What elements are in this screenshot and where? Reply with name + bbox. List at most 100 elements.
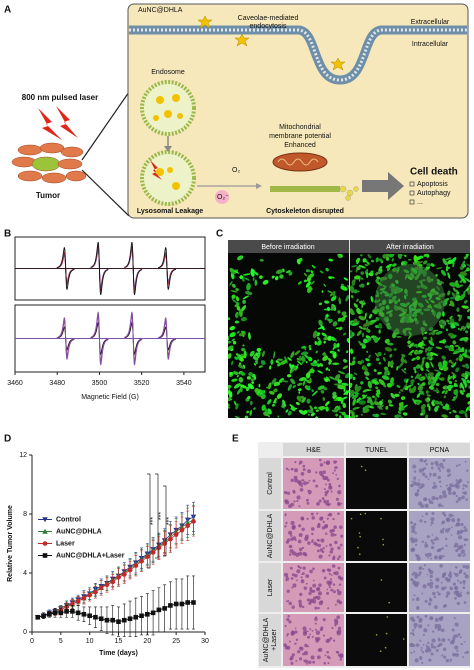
fluorescence-spot (333, 399, 339, 402)
column-header-cell (346, 443, 407, 456)
fluorescence-spot (421, 356, 426, 360)
fluorescence-spot (358, 315, 366, 321)
cell-nucleus (288, 469, 290, 471)
fluorescence-spot (276, 393, 283, 399)
fluorescence-spot (267, 399, 272, 405)
fluorescence-spot (286, 270, 291, 274)
cell-nucleus (413, 583, 418, 588)
cell-nucleus (462, 586, 466, 590)
fluorescence-spot (352, 407, 356, 411)
fluorescence-spot (381, 399, 384, 402)
fluorescence-spot (391, 263, 397, 267)
cell-nucleus (298, 657, 303, 661)
cell-nucleus (290, 661, 294, 665)
cell-nucleus (463, 601, 467, 604)
fluorescence-spot (307, 413, 310, 416)
fluorescence-spot (430, 336, 433, 343)
cell-nucleus (424, 543, 429, 548)
cell-nucleus (315, 484, 319, 488)
cell-nucleus (326, 655, 330, 659)
fluorescence-spot (322, 355, 329, 361)
fluorescence-spot (430, 352, 439, 356)
cell-nucleus (324, 493, 328, 497)
label: Caveolae-mediated (238, 15, 299, 22)
cell-nucleus (455, 634, 459, 638)
fluorescence-spot (317, 359, 320, 362)
fluorescence-spot (434, 400, 440, 405)
cell-nucleus (464, 484, 468, 488)
fluorescence-spot (338, 415, 342, 418)
cell-nucleus (321, 569, 326, 573)
data-point (58, 610, 64, 616)
cell-nucleus (423, 460, 427, 463)
cell-nucleus (357, 546, 359, 549)
fluorescence-spot (426, 355, 432, 360)
label: Mitochondrial (279, 124, 321, 131)
fluorescence-spot (298, 391, 301, 394)
fluorescence-spot (434, 376, 438, 382)
cell-nucleus (360, 465, 363, 468)
fluorescence-spot (450, 334, 457, 339)
fluorescence-spot (447, 272, 451, 279)
fluorescence-spot (350, 309, 355, 315)
cell-nucleus (295, 638, 299, 642)
cell-nucleus (416, 606, 419, 608)
fluorescence-spot (461, 364, 469, 368)
panel-label: A (4, 5, 11, 16)
cell-nucleus (453, 545, 456, 548)
fluorescence (350, 254, 470, 418)
fluorescence-spot (229, 398, 233, 401)
cell-nucleus (292, 489, 296, 493)
cell-nucleus (337, 566, 341, 570)
fluorescence-spot (386, 342, 394, 346)
cell-nucleus (464, 460, 467, 463)
fluorescence-spot (336, 343, 340, 348)
fluorescence-spot (425, 254, 430, 258)
cell-nucleus (315, 630, 321, 635)
fluorescence-spot (452, 409, 457, 413)
series-line (37, 521, 194, 618)
cell-nucleus (307, 489, 312, 495)
cell-nucleus (311, 532, 314, 536)
cell-nucleus (305, 582, 308, 585)
y-axis-label: Relative Tumor Volume (7, 505, 14, 582)
arrow-head (164, 146, 172, 152)
cell-nucleus (330, 532, 335, 537)
cell-nucleus (334, 540, 338, 545)
fluorescence-spot (256, 347, 262, 352)
cell-nucleus (442, 572, 446, 577)
cell-nucleus (423, 497, 427, 502)
fluorescence-spot (451, 371, 457, 377)
cell-nucleus (448, 491, 452, 495)
fluorescence-spot (449, 282, 457, 287)
fluorescence-spot (241, 347, 246, 352)
panel-label: E (232, 434, 239, 445)
fluorescence-spot (352, 398, 356, 406)
fluorescence-spot (310, 412, 315, 417)
data-point (150, 610, 156, 616)
x-axis-label: Magnetic Field (G) (81, 394, 139, 401)
data-point (64, 609, 69, 614)
label: Intracellular (412, 41, 449, 48)
cell-nucleus (320, 626, 324, 630)
fluorescence-spot (269, 365, 272, 370)
fluorescence-spot (228, 386, 230, 390)
fluorescence-spot (426, 368, 430, 373)
cell-nucleus (434, 617, 439, 622)
cell-nucleus (321, 526, 326, 530)
cell-nucleus (335, 466, 338, 469)
fluorescence-spot (423, 336, 427, 340)
cell-nucleus (299, 592, 303, 597)
fluorescence-spot (464, 411, 468, 418)
cell-nucleus (311, 540, 314, 543)
cell-nucleus (288, 530, 293, 535)
cell-nucleus (463, 582, 466, 585)
cell-nucleus (305, 574, 310, 579)
cell-nucleus (326, 650, 329, 654)
cell-nucleus (456, 518, 461, 522)
fluorescence-spot (290, 378, 296, 385)
fluorescence-spot (407, 258, 412, 261)
cell-nucleus (419, 639, 422, 642)
cell-nucleus (427, 556, 430, 559)
fluorescence-spot (330, 295, 337, 302)
